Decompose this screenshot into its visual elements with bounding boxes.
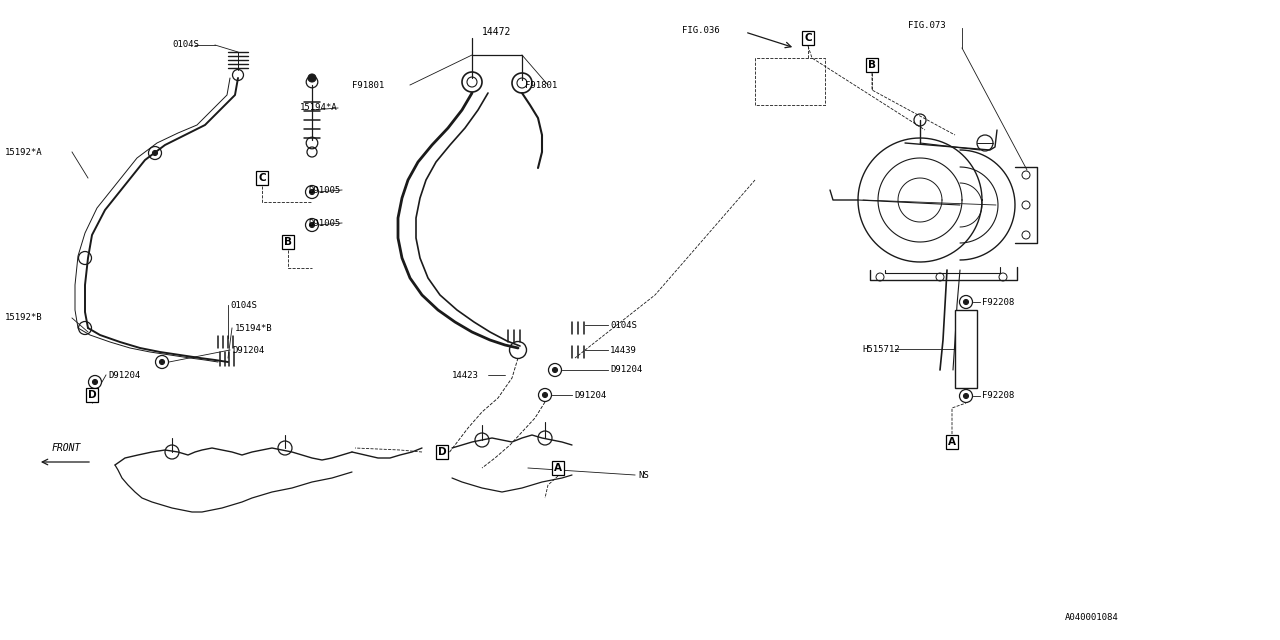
Circle shape (964, 300, 969, 305)
Text: H515712: H515712 (861, 344, 900, 353)
Text: C: C (259, 173, 266, 183)
Text: 14439: 14439 (611, 346, 637, 355)
Text: D91204: D91204 (232, 346, 264, 355)
Text: 0104S: 0104S (172, 40, 198, 49)
Circle shape (964, 394, 969, 399)
Text: FIG.073: FIG.073 (908, 20, 946, 29)
Text: NS: NS (637, 470, 649, 479)
Text: FIG.036: FIG.036 (682, 26, 719, 35)
Text: F92208: F92208 (982, 392, 1014, 401)
Text: 14423: 14423 (452, 371, 479, 380)
Text: 0104S: 0104S (230, 301, 257, 310)
Text: FRONT: FRONT (52, 443, 82, 453)
Text: D: D (438, 447, 447, 457)
Text: 15194*A: 15194*A (300, 104, 338, 113)
Text: D91204: D91204 (573, 390, 607, 399)
Text: A: A (554, 463, 562, 473)
Text: F91801: F91801 (525, 81, 557, 90)
Text: C: C (804, 33, 812, 43)
Circle shape (553, 367, 558, 372)
Bar (955, 310, 977, 388)
Circle shape (308, 74, 316, 82)
Text: A: A (948, 437, 956, 447)
Text: 15192*A: 15192*A (5, 147, 42, 157)
Text: D91005: D91005 (308, 186, 340, 195)
Text: B: B (284, 237, 292, 247)
Text: D91204: D91204 (611, 365, 643, 374)
Text: D91204: D91204 (108, 371, 141, 380)
Text: B: B (868, 60, 876, 70)
Text: F92208: F92208 (982, 298, 1014, 307)
Text: 0104S: 0104S (611, 321, 637, 330)
Text: F91801: F91801 (352, 81, 384, 90)
Circle shape (92, 380, 97, 385)
Text: 15194*B: 15194*B (236, 323, 273, 333)
Circle shape (152, 150, 157, 156)
Text: D91005: D91005 (308, 218, 340, 227)
Text: A040001084: A040001084 (1065, 614, 1119, 623)
Text: 14472: 14472 (483, 27, 512, 37)
Circle shape (543, 392, 548, 397)
Circle shape (160, 360, 165, 365)
Circle shape (310, 189, 315, 195)
Text: D: D (88, 390, 96, 400)
Text: 15192*B: 15192*B (5, 314, 42, 323)
Circle shape (310, 223, 315, 227)
